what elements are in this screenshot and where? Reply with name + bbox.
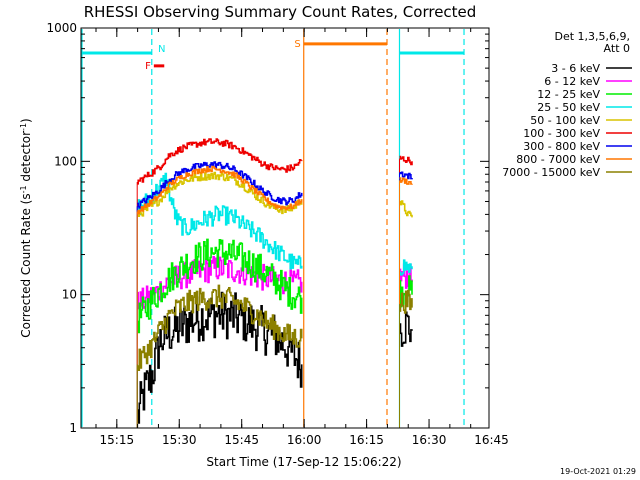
chart-title: RHESSI Observing Summary Count Rates, Co… — [84, 3, 477, 21]
y-axis-label-sup2: -1 — [19, 123, 28, 131]
series-line — [399, 155, 413, 166]
y-axis: 1 10 100 1000 — [46, 21, 489, 435]
legend-label: 3 - 6 keV — [551, 62, 600, 75]
legend-label: 800 - 7000 keV — [516, 153, 600, 166]
legend-label: 300 - 800 keV — [523, 140, 600, 153]
plot-frame — [80, 27, 490, 429]
series-line — [399, 177, 413, 185]
y-axis-label-end: ) — [19, 118, 33, 123]
legend-title-attenuator: Att 0 — [604, 42, 630, 55]
y-tick-label: 100 — [54, 154, 77, 168]
x-axis: 15:15 15:30 15:45 16:00 16:15 16:30 16:45 — [95, 28, 509, 447]
y-axis-label: Corrected Count Rate (s-1 detector-1) — [19, 118, 34, 337]
series-line — [137, 165, 303, 215]
y-axis-label-sup1: -1 — [19, 185, 28, 193]
flag-label: S — [294, 39, 300, 50]
x-tick-label: 16:30 — [412, 433, 447, 447]
legend-label: 50 - 100 keV — [530, 114, 600, 127]
x-tick-label: 16:15 — [349, 433, 384, 447]
series-line — [399, 200, 413, 218]
y-tick-label: 1 — [69, 421, 77, 435]
x-tick-label: 15:30 — [162, 433, 197, 447]
series-line — [399, 259, 413, 276]
x-axis-label: Start Time (17-Sep-12 15:06:22) — [206, 455, 401, 469]
y-tick-label: 10 — [62, 288, 77, 302]
legend-label: 12 - 25 keV — [537, 88, 600, 101]
x-tick-label: 16:45 — [474, 433, 509, 447]
series-line — [137, 284, 303, 371]
legend-label: 25 - 50 keV — [537, 101, 600, 114]
x-tick-label: 15:45 — [224, 433, 259, 447]
series-layer — [136, 138, 413, 428]
legend-label: 6 - 12 keV — [544, 75, 600, 88]
y-axis-label-main: Corrected Count Rate (s — [19, 193, 33, 337]
x-tick-label: 15:15 — [100, 433, 135, 447]
series-line — [399, 289, 413, 314]
series-line — [137, 238, 303, 334]
y-tick-label: 1000 — [46, 21, 77, 35]
series-line — [137, 171, 303, 217]
series-line — [137, 161, 303, 209]
x-tick-label: 16:00 — [287, 433, 322, 447]
legend-label: 7000 - 15000 keV — [502, 166, 600, 179]
flags-layer: NF S — [81, 39, 465, 72]
flag-label: N — [158, 44, 165, 55]
series-line — [399, 171, 413, 180]
y-axis-label-mid: detector — [19, 131, 33, 186]
flag-label: F — [145, 61, 151, 72]
legend-label: 100 - 300 keV — [523, 127, 600, 140]
footer-date: 19-Oct-2021 01:29 — [560, 467, 636, 476]
series-line — [137, 138, 303, 185]
legend-title-detectors: Det 1,3,5,6,9, — [554, 30, 630, 43]
